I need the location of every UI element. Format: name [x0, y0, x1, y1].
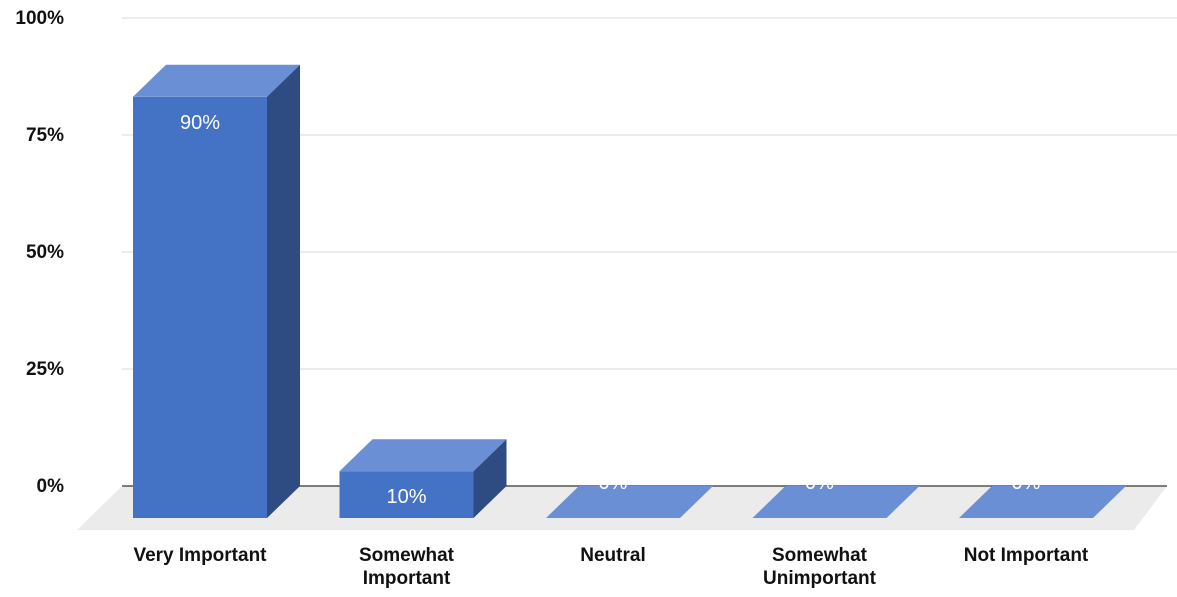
bar-top-face: [339, 439, 507, 472]
bar: [752, 486, 920, 518]
y-tick-label: 50%: [26, 242, 64, 263]
x-category-label-line: Somewhat: [772, 545, 868, 566]
bars: [133, 64, 1126, 519]
x-category-label-line: Neutral: [580, 545, 645, 566]
bar-top-face: [752, 486, 920, 518]
x-category-label: Not Important: [964, 545, 1089, 566]
data-label: 0%: [599, 472, 628, 494]
bar-front-face: [133, 96, 267, 519]
bar: [546, 486, 713, 518]
x-category-label: Very Important: [133, 545, 267, 566]
data-label: 10%: [386, 486, 426, 508]
bar-front-face: [339, 471, 474, 518]
x-category-label-line: Important: [363, 568, 451, 589]
data-label: 0%: [1012, 472, 1041, 494]
bar: [959, 486, 1126, 518]
x-category-label: Somewhat Unimportant: [763, 545, 877, 589]
bar-side-face: [267, 64, 300, 519]
data-labels: 90% 10% 0% 0% 0%: [180, 112, 1041, 508]
x-category-label-line: Not Important: [964, 545, 1089, 566]
y-tick-label: 100%: [15, 8, 64, 29]
y-tick-label: 0%: [37, 476, 65, 497]
data-label: 0%: [805, 472, 834, 494]
y-tick-label: 75%: [26, 125, 64, 146]
x-category-label: Somewhat Important: [359, 545, 455, 589]
data-label: 90%: [180, 112, 220, 134]
x-category-label-line: Somewhat: [359, 545, 455, 566]
y-tick-label: 25%: [26, 359, 64, 380]
bar-top-face: [959, 486, 1126, 518]
bar: [339, 439, 507, 518]
y-axis-ticks: 100% 75% 50% 25% 0%: [15, 8, 64, 497]
x-category-label: Neutral: [580, 545, 645, 566]
bar-side-face: [473, 439, 507, 518]
bar-top-face: [546, 486, 713, 518]
x-category-label-line: Very Important: [133, 545, 267, 566]
bar: [133, 64, 300, 519]
x-category-label-line: Unimportant: [763, 568, 877, 589]
bar-top-face: [133, 64, 300, 97]
